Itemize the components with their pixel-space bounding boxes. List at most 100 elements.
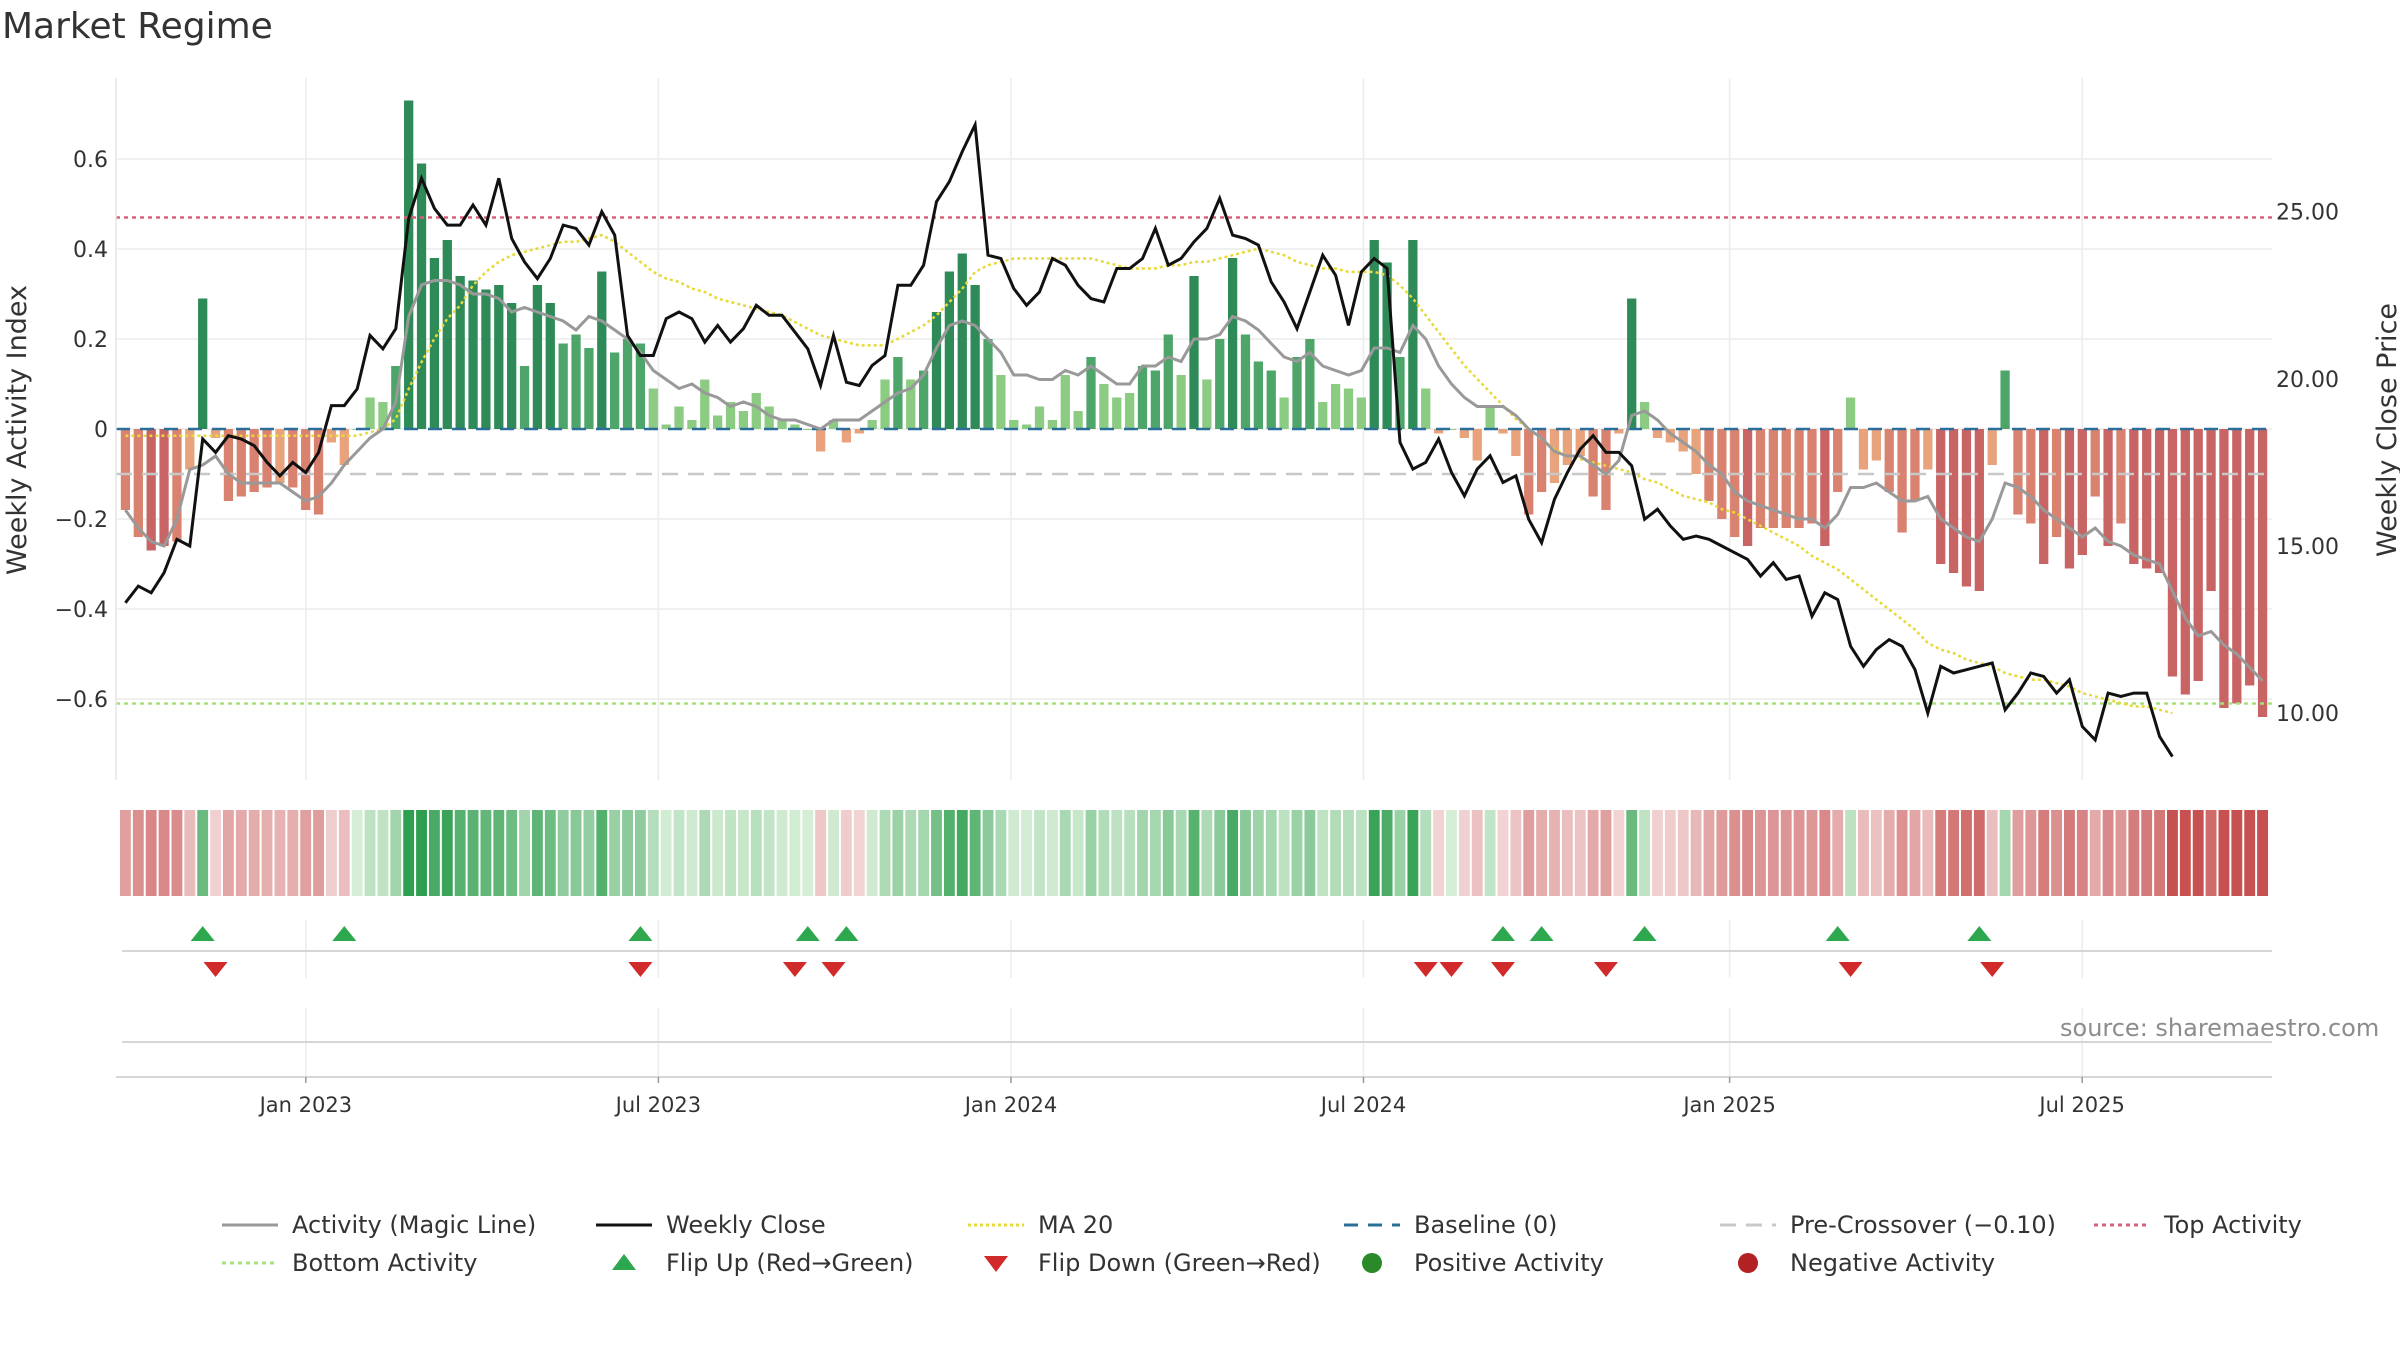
activity-bar: [1034, 406, 1045, 429]
activity-bar: [455, 276, 465, 429]
activity-bar: [777, 420, 787, 429]
flip-down-marker: [628, 962, 653, 977]
heatmap-cell: [403, 810, 415, 896]
heatmap-cell: [1922, 810, 1934, 896]
activity-bar: [1665, 429, 1675, 443]
heatmap-cell: [1188, 810, 1200, 896]
x-tick-label: Jul 2024: [1319, 1093, 1406, 1117]
heatmap-cell: [725, 810, 736, 896]
activity-bar: [970, 285, 980, 429]
heatmap-cell: [1767, 810, 1779, 896]
activity-bar: [1305, 339, 1315, 429]
activity-bar: [1948, 429, 1959, 573]
heatmap-cell: [763, 810, 775, 896]
legend-item: MA 20: [968, 1211, 1113, 1239]
flip-up-marker: [628, 926, 653, 941]
activity-bar: [1833, 429, 1843, 492]
activity-bar: [301, 429, 311, 510]
activity-bar: [442, 240, 452, 429]
heatmap-cell: [1973, 810, 1985, 896]
heatmap-cell: [647, 810, 659, 896]
activity-bar: [378, 402, 388, 429]
activity-bar: [1150, 370, 1161, 429]
activity-bar: [1652, 429, 1663, 438]
heatmap-cell: [2102, 810, 2114, 896]
legend-label: Positive Activity: [1414, 1249, 1604, 1277]
legend: Activity (Magic Line) Weekly Close MA 20 Ba…: [222, 1211, 2302, 1277]
legend-item: Top Activity: [2094, 1211, 2302, 1239]
legend-swatch: [1738, 1253, 1758, 1273]
activity-bar: [1330, 384, 1341, 429]
flip-down-marker: [1838, 962, 1863, 977]
heatmap-cell: [441, 810, 453, 896]
heatmap-cell: [1214, 810, 1226, 896]
heatmap-cell: [1639, 810, 1651, 896]
legend-item: Pre-Crossover (−0.10): [1720, 1211, 2056, 1239]
heatmap-cell: [2218, 810, 2230, 896]
legend-item: Positive Activity: [1362, 1249, 1604, 1277]
activity-bar: [2116, 429, 2126, 524]
lower-panel: [122, 1008, 2272, 1077]
activity-bar: [236, 429, 246, 497]
heatmap-cell: [1304, 810, 1316, 896]
activity-bar: [2077, 429, 2087, 555]
legend-swatch: [1362, 1253, 1382, 1273]
heatmap-cell: [2089, 810, 2101, 896]
activity-bar: [288, 429, 298, 488]
activity-bar: [2232, 429, 2242, 704]
activity-bar: [1073, 411, 1083, 429]
heatmap-cell: [1587, 810, 1599, 896]
right-tick-labels: 25.00 20.00 15.00 10.00: [2276, 201, 2339, 727]
activity-bar: [1536, 429, 1547, 492]
heatmap-cell: [1008, 810, 1020, 896]
activity-heatmap: [120, 810, 2268, 896]
heatmap-cell: [171, 810, 183, 896]
activity-bar: [313, 429, 324, 515]
heatmap-cell: [1343, 810, 1354, 896]
heatmap-cell: [1729, 810, 1741, 896]
heatmap-cell: [737, 810, 749, 896]
heatmap-cell: [1484, 810, 1496, 896]
heatmap-cell: [338, 810, 350, 896]
heatmap-cell: [1832, 810, 1844, 896]
activity-bar: [738, 411, 749, 429]
activity-bar: [2193, 429, 2203, 681]
heatmap-cell: [943, 810, 955, 896]
heatmap-cell: [1909, 810, 1921, 896]
heatmap-cell: [1149, 810, 1161, 896]
heatmap-cell: [982, 810, 994, 896]
heatmap-cell: [454, 810, 466, 896]
activity-bar: [339, 429, 349, 465]
activity-bar: [1627, 298, 1637, 429]
legend-label: MA 20: [1038, 1211, 1113, 1239]
activity-bar: [1897, 429, 1907, 533]
activity-bar: [1395, 357, 1405, 429]
heatmap-cell: [557, 810, 569, 896]
heatmap-cell: [2128, 810, 2140, 896]
heatmap-cell: [1870, 810, 1882, 896]
activity-bar: [468, 280, 478, 429]
activity-bar: [198, 298, 208, 429]
activity-bar: [507, 303, 517, 429]
activity-bar: [674, 406, 684, 429]
activity-bar: [1910, 429, 1920, 501]
heatmap-cell: [1394, 810, 1406, 896]
activity-bar: [610, 352, 620, 429]
heatmap-cell: [1085, 810, 1097, 896]
flip-up-marker: [1967, 926, 1992, 941]
heatmap-cell: [712, 810, 724, 896]
activity-bar: [919, 370, 929, 429]
heatmap-cell: [1471, 810, 1483, 896]
activity-bar: [2245, 429, 2255, 686]
heatmap-cell: [1626, 810, 1638, 896]
left-tick-label: −0.4: [55, 598, 108, 623]
activity-bar: [2039, 429, 2049, 564]
legend-label: Top Activity: [2163, 1211, 2302, 1239]
left-tick-label: 0.6: [73, 148, 108, 173]
heatmap-cell: [1600, 810, 1612, 896]
flip-up-marker: [190, 926, 215, 941]
legend-label: Activity (Magic Line): [292, 1211, 536, 1239]
legend-item: Flip Down (Green→Red): [984, 1249, 1321, 1277]
activity-bar: [1730, 429, 1740, 537]
